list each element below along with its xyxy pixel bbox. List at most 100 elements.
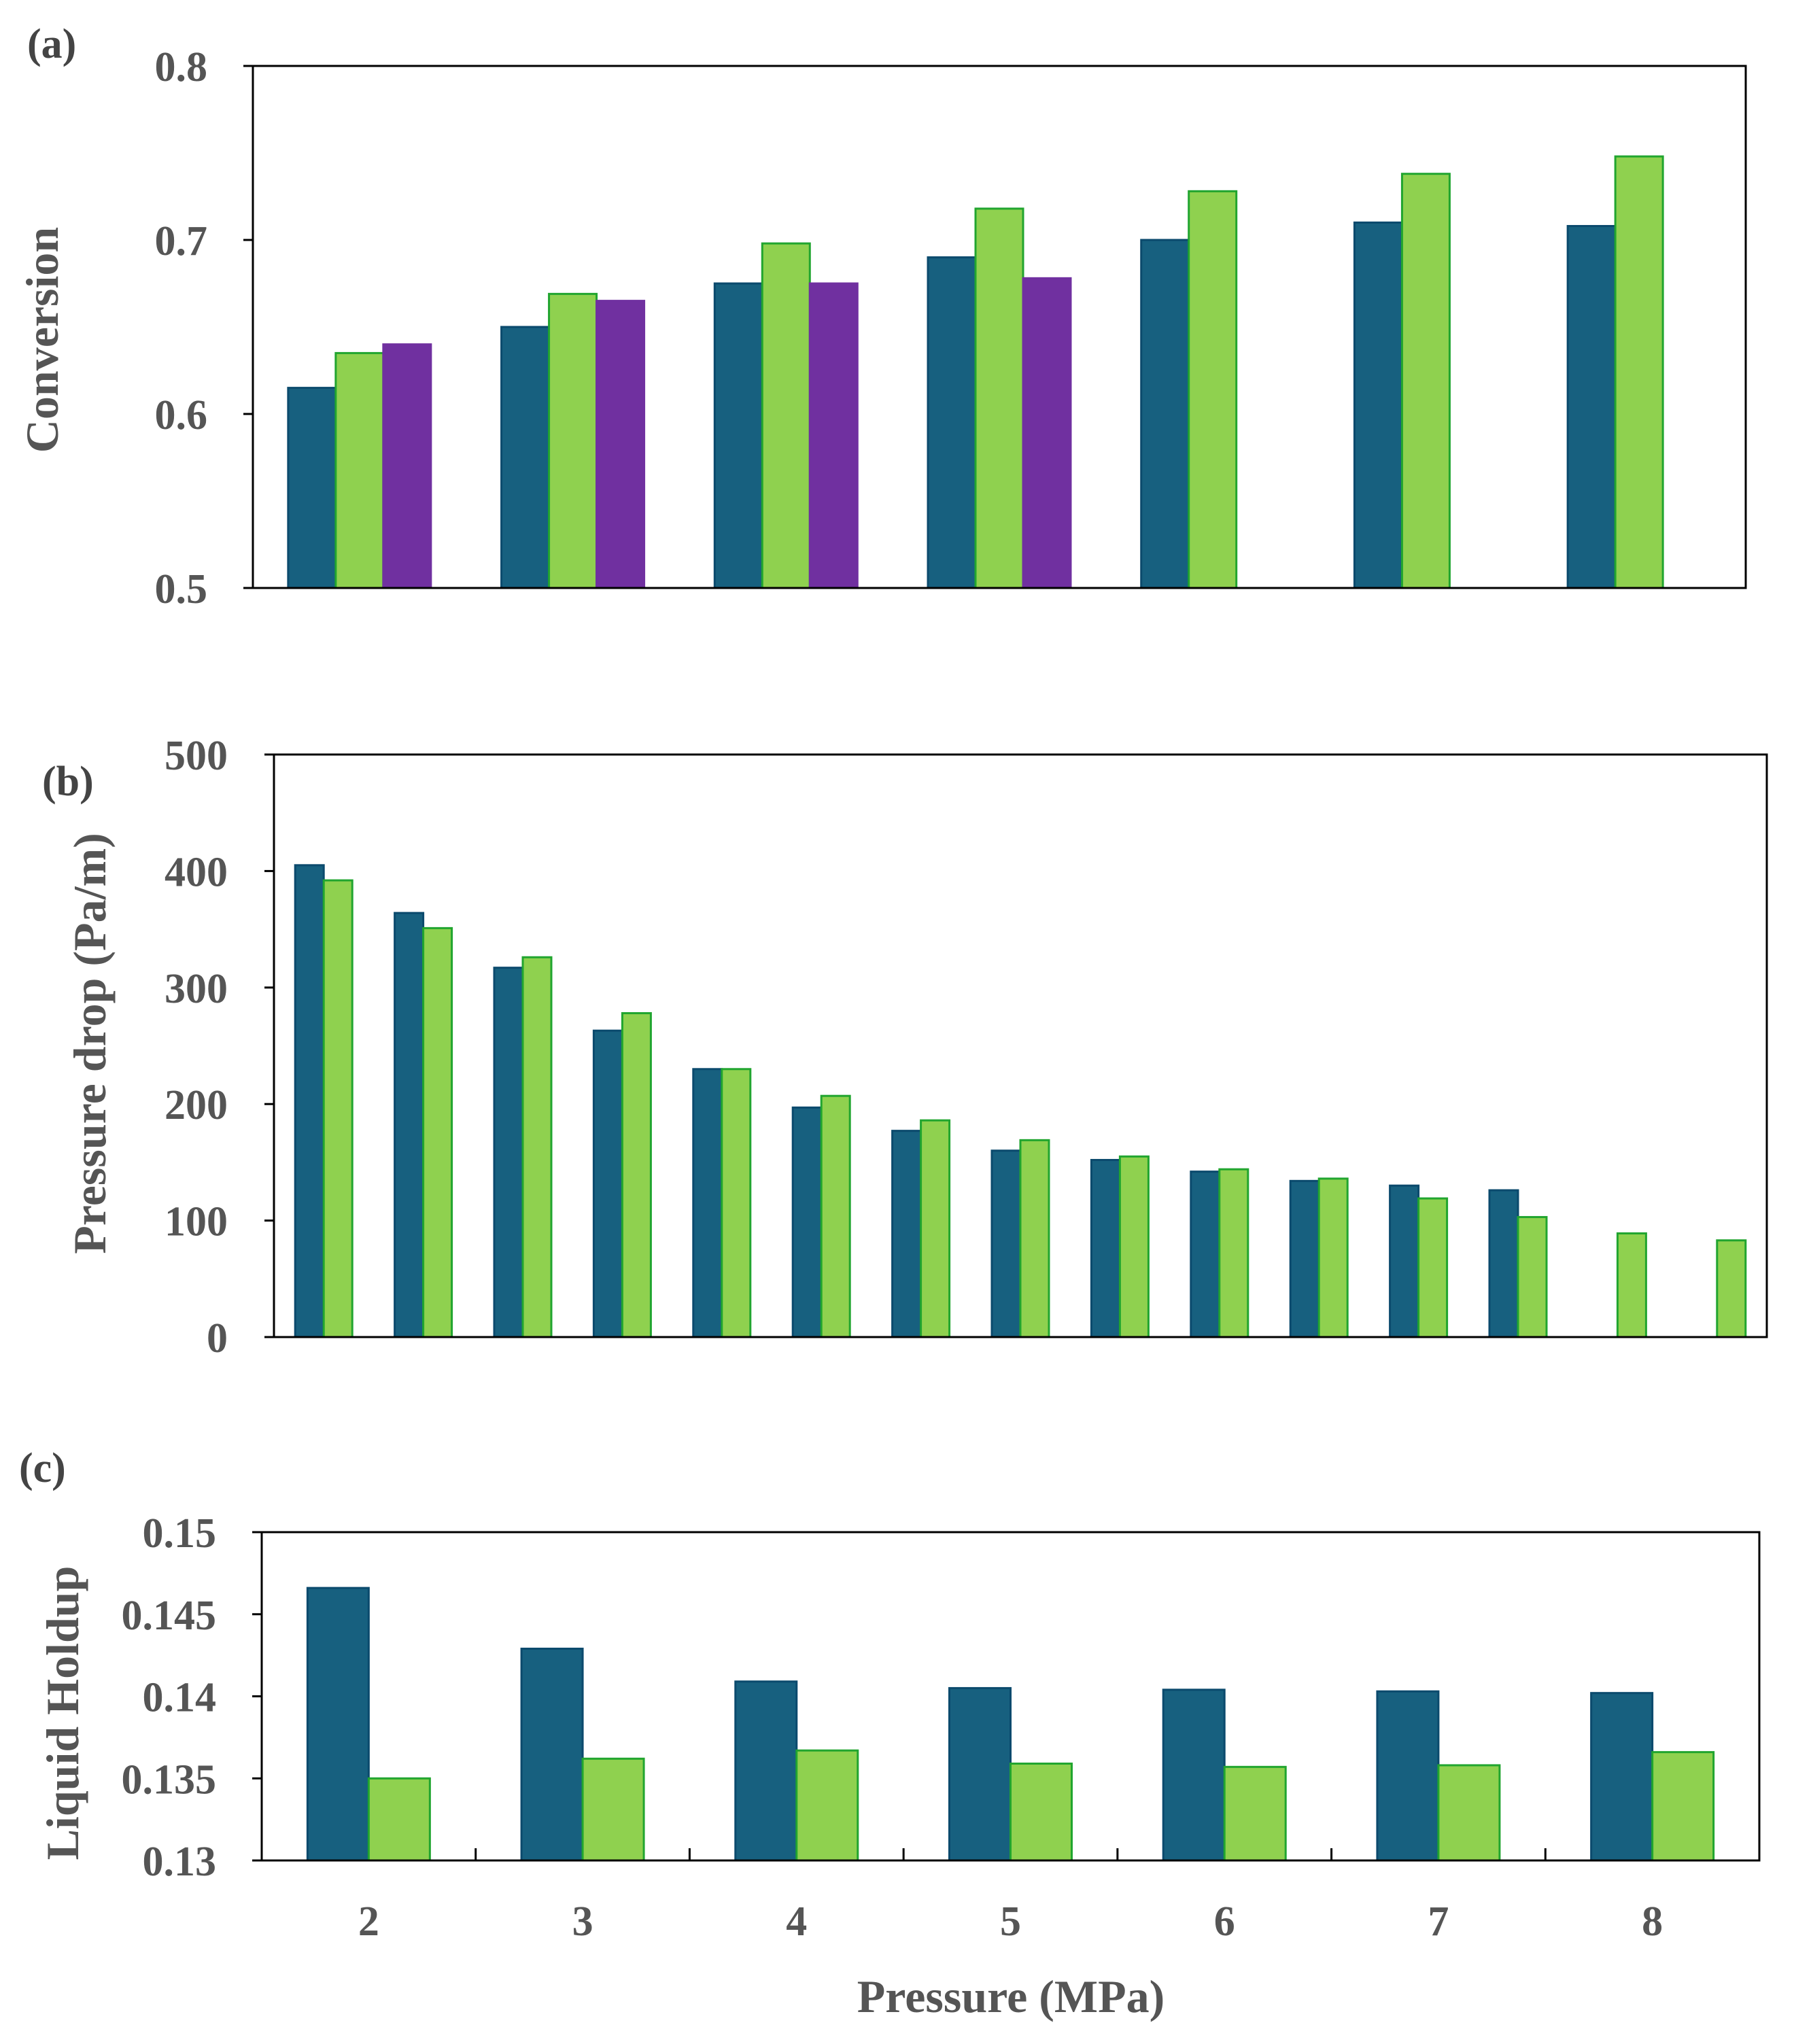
x-tick-label: 2 (358, 1899, 379, 1945)
panel-a-conversion: (a) Conversion 0.5 0.6 0.7 0.8 (16, 21, 1747, 612)
bar-navy-1 (287, 387, 337, 589)
bar-navy-5 (1162, 1688, 1226, 1862)
y-tick-label: 200 (165, 1082, 228, 1128)
bar-navy-3 (713, 282, 763, 589)
y-tick-label: 0.135 (122, 1756, 217, 1803)
bar-green-10 (1218, 1168, 1249, 1338)
bar-green-2 (581, 1757, 645, 1862)
bar-navy-6 (1376, 1690, 1440, 1862)
bar-navy-2 (500, 326, 551, 589)
y-tick-label: 0.15 (143, 1510, 217, 1557)
panel-a-y-axis-title: Conversion (16, 227, 68, 453)
panel-c-x-axis-title: Pressure (MPa) (857, 1971, 1165, 2022)
bar-navy-8 (990, 1149, 1022, 1338)
panel-c-y-axis-title: Liquid Holdup (37, 1566, 88, 1860)
bar-navy-3 (493, 967, 524, 1338)
bar-green-5 (1188, 190, 1238, 589)
bar-green-8 (1019, 1139, 1050, 1338)
bar-purple-3 (808, 282, 859, 589)
bar-green-3 (521, 956, 553, 1338)
bar-green-4 (621, 1012, 652, 1338)
bar-green-14 (1616, 1232, 1647, 1338)
panel-c-bars (306, 1587, 1715, 1862)
bar-navy-11 (1289, 1179, 1320, 1338)
bar-navy-1 (306, 1587, 370, 1862)
panel-a-y-ticks: 0.5 0.6 0.7 0.8 (155, 44, 253, 612)
bar-navy-4 (927, 256, 977, 589)
panel-b-plot-frame (273, 753, 1768, 1338)
bar-navy-7 (891, 1130, 922, 1338)
x-tick-label: 3 (572, 1899, 593, 1945)
bar-green-3 (795, 1749, 859, 1862)
bar-navy-1 (294, 864, 325, 1338)
y-tick-label: 0 (207, 1315, 228, 1362)
bar-green-5 (721, 1068, 752, 1338)
panel-b-y-axis-title: Pressure drop (Pa/m) (64, 833, 116, 1254)
bar-navy-7 (1566, 225, 1617, 589)
bar-navy-5 (1140, 239, 1190, 589)
bar-navy-12 (1389, 1184, 1420, 1338)
bar-green-2 (548, 292, 598, 589)
panel-c-label: (c) (19, 1445, 66, 1491)
panel-c-x-ticks: 2 3 4 5 6 7 8 (358, 1848, 1663, 1945)
y-tick-label: 0.8 (155, 44, 208, 90)
x-tick-label: 4 (786, 1899, 807, 1945)
panel-b-pressure-drop: (b) Pressure drop (Pa/m) 0 100 200 300 400 50… (42, 733, 1768, 1362)
bar-green-5 (1223, 1765, 1287, 1862)
bar-navy-9 (1090, 1158, 1121, 1338)
panel-c-plot-frame (260, 1531, 1761, 1862)
panel-a-bars (287, 155, 1664, 589)
bar-navy-2 (520, 1647, 584, 1862)
bar-purple-1 (382, 343, 432, 589)
y-tick-label: 0.7 (155, 218, 208, 264)
bar-purple-4 (1022, 277, 1072, 589)
bar-green-4 (974, 207, 1024, 589)
bar-green-13 (1517, 1215, 1548, 1338)
y-tick-label: 300 (165, 966, 228, 1012)
panel-c-liquid-holdup: (c) Liquid Holdup 0.13 0.135 0.14 0.145 0.15… (19, 1445, 1761, 2022)
bar-green-4 (1010, 1763, 1073, 1862)
panel-b-bars (294, 864, 1747, 1338)
bar-navy-10 (1190, 1171, 1221, 1338)
panel-c-y-ticks: 0.13 0.135 0.14 0.145 0.15 (122, 1510, 262, 1885)
x-tick-label: 8 (1642, 1899, 1663, 1945)
bar-purple-2 (596, 300, 646, 589)
y-tick-label: 500 (165, 733, 228, 779)
bar-navy-3 (734, 1680, 798, 1862)
x-tick-label: 7 (1428, 1899, 1449, 1945)
y-tick-label: 0.14 (143, 1675, 217, 1721)
panel-a-plot-frame (252, 65, 1747, 589)
panel-b-label: (b) (42, 759, 94, 805)
bar-green-6 (1437, 1764, 1501, 1862)
bar-navy-4 (948, 1686, 1012, 1862)
bar-navy-2 (394, 912, 425, 1338)
bar-navy-13 (1488, 1189, 1519, 1338)
bar-green-7 (1651, 1751, 1715, 1862)
panel-a-label: (a) (27, 21, 76, 67)
y-tick-label: 0.5 (155, 566, 208, 612)
bar-navy-6 (791, 1106, 823, 1338)
bar-green-15 (1716, 1239, 1747, 1338)
y-tick-label: 0.145 (122, 1593, 217, 1639)
bar-navy-7 (1590, 1692, 1654, 1862)
bar-navy-5 (692, 1068, 723, 1338)
bar-green-7 (1614, 155, 1664, 589)
bar-green-1 (367, 1777, 431, 1862)
bar-green-6 (820, 1094, 851, 1338)
bar-green-9 (1118, 1155, 1150, 1338)
bar-navy-6 (1353, 221, 1403, 589)
y-tick-label: 0.6 (155, 392, 208, 438)
bar-green-3 (761, 242, 811, 589)
bar-green-2 (422, 926, 453, 1338)
bar-green-1 (334, 351, 385, 589)
bar-green-12 (1417, 1197, 1449, 1338)
y-tick-label: 400 (165, 849, 228, 895)
y-tick-label: 0.13 (143, 1839, 217, 1885)
bar-green-11 (1317, 1177, 1349, 1338)
bar-green-7 (920, 1119, 951, 1338)
bar-green-1 (322, 879, 353, 1338)
panel-b-y-ticks: 0 100 200 300 400 500 (165, 733, 274, 1362)
bar-navy-4 (592, 1029, 623, 1338)
bar-green-6 (1400, 173, 1451, 589)
